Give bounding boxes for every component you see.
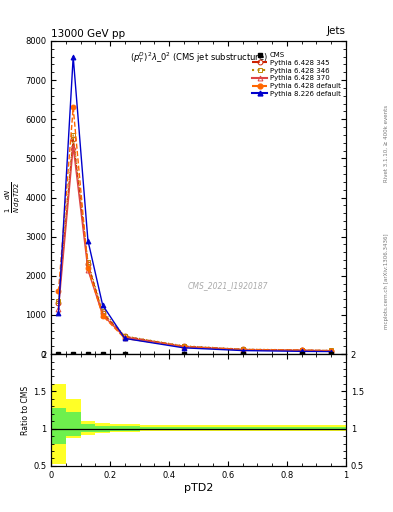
Text: 13000 GeV pp: 13000 GeV pp bbox=[51, 29, 125, 39]
Text: Jets: Jets bbox=[327, 26, 346, 36]
Legend: CMS, Pythia 6.428 345, Pythia 6.428 346, Pythia 6.428 370, Pythia 6.428 default,: CMS, Pythia 6.428 345, Pythia 6.428 346,… bbox=[251, 51, 342, 98]
Text: mcplots.cern.ch [arXiv:1306.3436]: mcplots.cern.ch [arXiv:1306.3436] bbox=[384, 234, 389, 329]
X-axis label: pTD2: pTD2 bbox=[184, 482, 213, 493]
Text: Rivet 3.1.10, ≥ 400k events: Rivet 3.1.10, ≥ 400k events bbox=[384, 105, 389, 182]
Text: $(p_T^D)^2\lambda\_0^2$ (CMS jet substructure): $(p_T^D)^2\lambda\_0^2$ (CMS jet substru… bbox=[130, 50, 267, 65]
Y-axis label: $\frac{1}{N}\frac{dN}{d\,pTD2}$: $\frac{1}{N}\frac{dN}{d\,pTD2}$ bbox=[4, 182, 22, 214]
Text: CMS_2021_I1920187: CMS_2021_I1920187 bbox=[188, 281, 268, 290]
Y-axis label: Ratio to CMS: Ratio to CMS bbox=[21, 386, 30, 435]
